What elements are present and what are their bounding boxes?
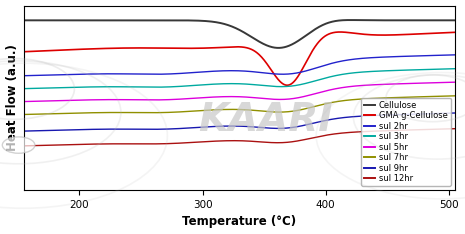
sul 2hr: [205, 70, 211, 73]
Line: sul 9hr: sul 9hr: [24, 113, 455, 131]
sul 7hr: [133, 111, 139, 114]
Line: sul 7hr: sul 7hr: [24, 96, 455, 114]
Line: sul 12hr: sul 12hr: [24, 129, 455, 146]
sul 9hr: [345, 116, 351, 118]
GMA g-Cellulose: [346, 31, 352, 34]
sul 2hr: [452, 53, 458, 56]
sul 7hr: [21, 113, 27, 116]
sul 2hr: [133, 73, 139, 76]
Cellulose: [452, 19, 458, 22]
sul 2hr: [21, 74, 27, 77]
GMA g-Cellulose: [452, 31, 458, 34]
sul 5hr: [328, 88, 333, 91]
Y-axis label: Heat Flow (a.u.): Heat Flow (a.u.): [6, 44, 19, 151]
sul 9hr: [21, 130, 27, 132]
Cellulose: [21, 19, 27, 22]
GMA g-Cellulose: [68, 48, 74, 51]
sul 7hr: [393, 96, 399, 99]
sul 9hr: [133, 128, 139, 131]
sul 7hr: [205, 109, 211, 112]
GMA g-Cellulose: [337, 31, 343, 33]
sul 7hr: [68, 112, 74, 115]
sul 7hr: [328, 101, 333, 104]
sul 7hr: [345, 99, 351, 102]
sul 9hr: [328, 118, 333, 121]
Cellulose: [347, 19, 353, 22]
sul 2hr: [68, 73, 74, 76]
Cellulose: [328, 21, 334, 23]
sul 3hr: [452, 67, 458, 70]
sul 5hr: [393, 83, 399, 85]
sul 2hr: [393, 55, 399, 58]
sul 5hr: [68, 99, 74, 102]
sul 12hr: [393, 129, 399, 132]
Line: Cellulose: Cellulose: [24, 20, 455, 48]
GMA g-Cellulose: [133, 47, 139, 49]
sul 5hr: [452, 81, 458, 84]
sul 12hr: [452, 127, 458, 130]
sul 12hr: [21, 144, 27, 147]
Legend: Cellulose, GMA g-Cellulose, sul 2hr, sul 3hr, sul 5hr, sul 7hr, sul 9hr, sul 12h: Cellulose, GMA g-Cellulose, sul 2hr, sul…: [361, 98, 451, 186]
sul 12hr: [345, 131, 351, 134]
sul 12hr: [133, 143, 139, 145]
Cellulose: [133, 19, 139, 22]
sul 3hr: [68, 86, 74, 89]
sul 9hr: [68, 128, 74, 131]
sul 2hr: [345, 58, 351, 61]
sul 5hr: [21, 100, 27, 103]
sul 3hr: [133, 86, 139, 88]
GMA g-Cellulose: [394, 33, 399, 36]
GMA g-Cellulose: [21, 50, 27, 53]
Text: KAARI: KAARI: [198, 101, 332, 139]
Line: sul 5hr: sul 5hr: [24, 82, 455, 102]
sul 9hr: [452, 112, 458, 114]
sul 12hr: [328, 133, 333, 136]
X-axis label: Temperature (°C): Temperature (°C): [182, 216, 297, 228]
Cellulose: [205, 20, 211, 23]
sul 7hr: [452, 95, 458, 97]
GMA g-Cellulose: [328, 32, 334, 35]
sul 9hr: [205, 125, 211, 128]
sul 5hr: [345, 85, 351, 88]
sul 5hr: [133, 99, 139, 101]
Cellulose: [394, 19, 399, 22]
Line: sul 3hr: sul 3hr: [24, 69, 455, 89]
GMA g-Cellulose: [284, 84, 290, 87]
Line: sul 2hr: sul 2hr: [24, 55, 455, 76]
sul 3hr: [345, 72, 351, 75]
sul 2hr: [328, 62, 333, 65]
sul 3hr: [205, 83, 211, 86]
sul 9hr: [393, 113, 399, 116]
sul 5hr: [205, 96, 211, 99]
sul 12hr: [68, 143, 74, 146]
sul 12hr: [205, 140, 211, 143]
Line: GMA g-Cellulose: GMA g-Cellulose: [24, 32, 455, 85]
sul 3hr: [328, 75, 333, 78]
sul 3hr: [393, 69, 399, 72]
GMA g-Cellulose: [205, 47, 211, 49]
Cellulose: [346, 19, 352, 22]
sul 3hr: [21, 87, 27, 90]
Cellulose: [68, 19, 74, 22]
Cellulose: [276, 47, 281, 49]
